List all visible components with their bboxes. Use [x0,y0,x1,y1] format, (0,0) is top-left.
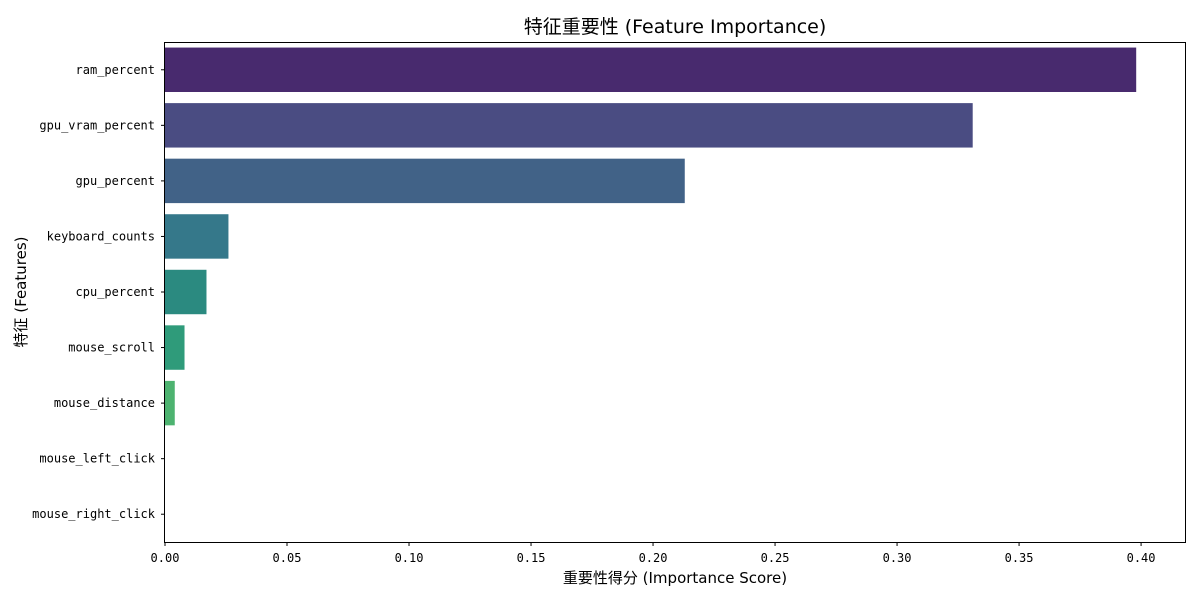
y-tick-label: mouse_right_click [32,507,156,521]
x-tick-label: 0.20 [639,551,668,565]
x-tick-label: 0.10 [395,551,424,565]
bar-keyboard-counts [165,214,229,259]
bar-ram-percent [165,47,1137,92]
y-axis-label: 特征 (Features) [12,237,30,348]
bar-mouse-scroll [165,325,185,370]
y-tick-label: mouse_scroll [68,341,155,355]
y-tick-label: mouse_left_click [39,452,155,466]
x-tick-label: 0.05 [273,551,302,565]
bar-mouse-distance [165,380,175,426]
y-tick-label: gpu_percent [76,174,155,188]
x-tick-label: 0.35 [1005,551,1034,565]
x-tick-label: 0.00 [151,551,180,565]
x-tick-label: 0.15 [517,551,546,565]
y-tick-label: gpu_vram_percent [39,118,155,132]
bar-gpu-percent [165,158,685,204]
y-tick-label: ram_percent [76,63,155,77]
x-tick-label: 0.30 [883,551,912,565]
y-tick-label: keyboard_counts [47,229,155,243]
y-tick-label: cpu_percent [76,285,155,299]
bars-group [165,47,1137,426]
y-tick-label: mouse_distance [54,396,155,410]
bar-cpu-percent [165,269,207,315]
y-axis-ticks: ram_percent gpu_vram_percent gpu_percentke… [32,63,165,521]
x-axis-label: 重要性得分 (Importance Score) [563,569,787,587]
x-tick-label: 0.25 [761,551,790,565]
x-tick-label: 0.40 [1127,551,1156,565]
x-axis-ticks: 0.00 0.05 0.10 0.15 0.20 0.25 0.30 0.35 0.40 [151,542,1156,565]
chart-title: 特征重要性 (Feature Importance) [524,16,827,38]
bar-gpu-vram-percent [165,103,973,148]
